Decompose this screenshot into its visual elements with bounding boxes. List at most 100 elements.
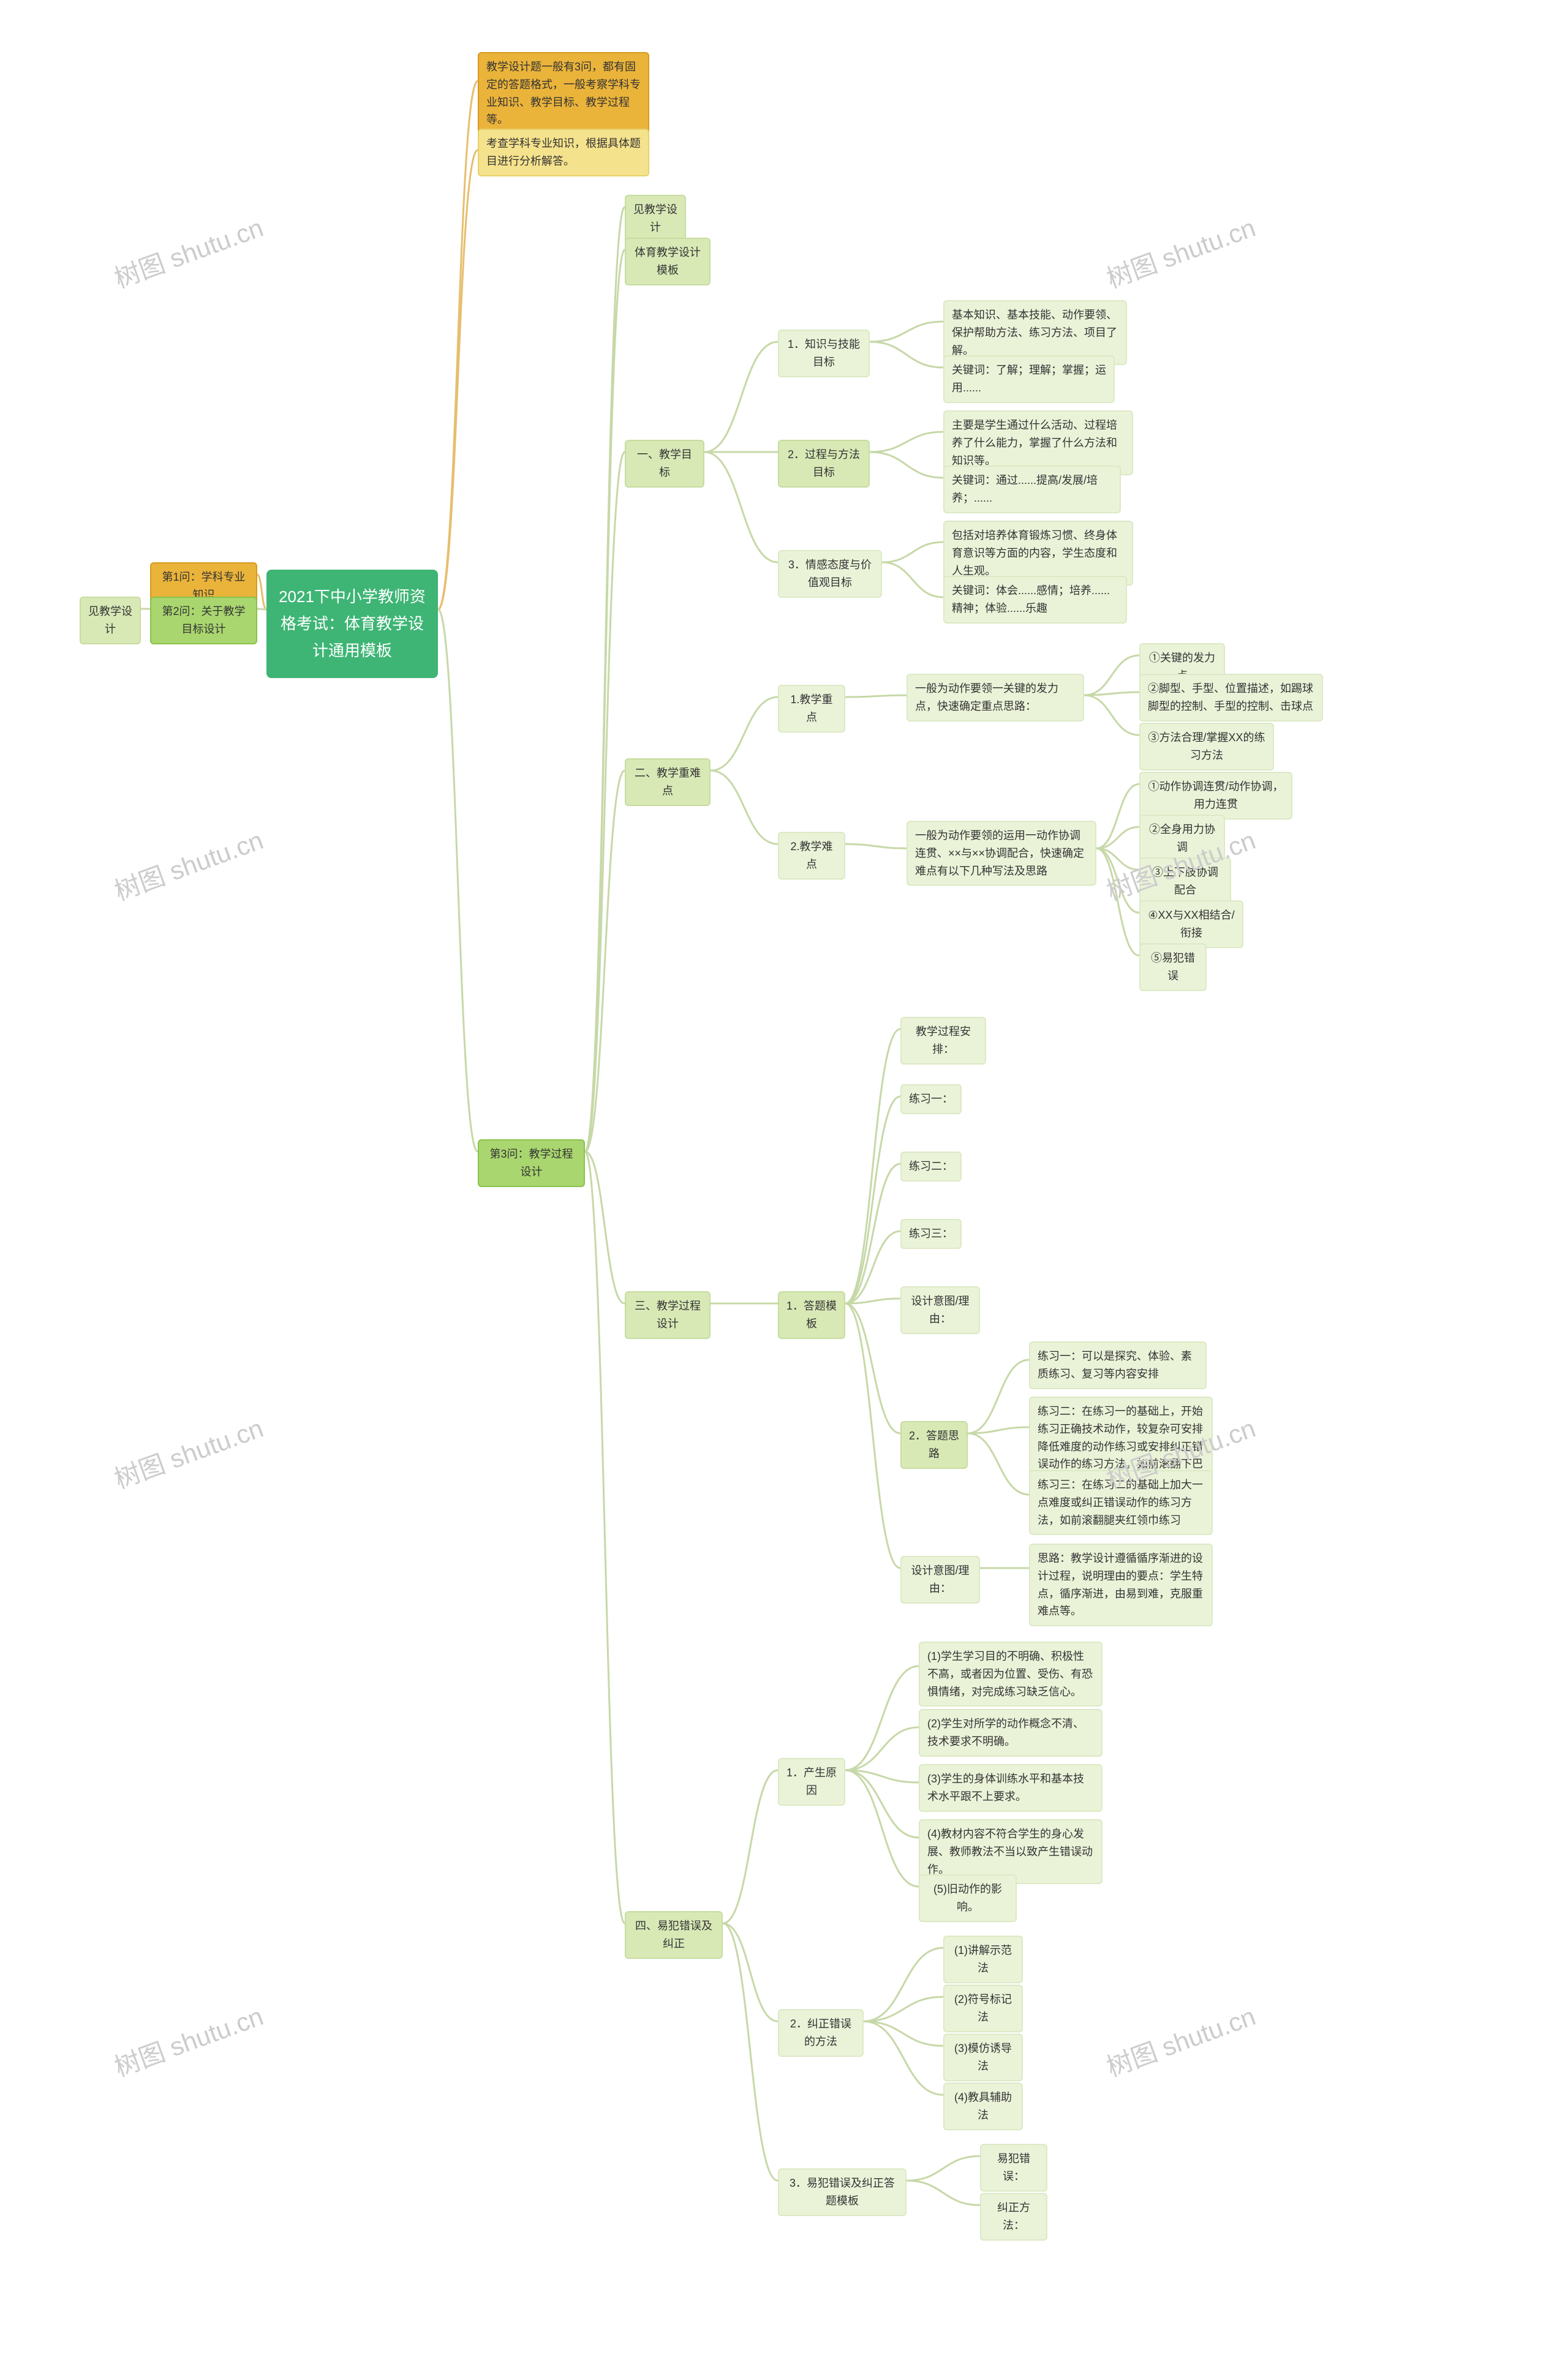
mindmap-node-s2_1: 1.教学重点 (778, 685, 845, 733)
connector (845, 1770, 919, 1887)
connector (1084, 692, 1139, 695)
mindmap-node-s1_3: 3．情感态度与价值观目标 (778, 550, 882, 598)
mindmap-node-s3_1a: 教学过程安排： (900, 1017, 986, 1065)
mindmap-node-s2: 二、教学重难点 (625, 758, 710, 806)
mindmap-node-s4_2b: (2)符号标记法 (943, 1985, 1023, 2032)
connector (845, 1770, 919, 1782)
connector (845, 1303, 900, 1568)
mindmap-node-s3_1e: 设计意图/理由： (900, 1286, 980, 1334)
mindmap-node-s2_2a2: ②全身用力协调 (1139, 815, 1225, 862)
mindmap-node-s2_2a4: ④XX与XX相结合/衔接 (1139, 900, 1243, 948)
connector (845, 1096, 900, 1303)
mindmap-node-s3: 三、教学过程设计 (625, 1291, 710, 1339)
mindmap-node-l2a: 见教学设计 (80, 597, 141, 644)
connector (704, 452, 778, 562)
mindmap-node-s4_1a: (1)学生学习目的不明确、积极性不高，或者因为位置、受伤、有恐惧情绪，对完成练习… (919, 1642, 1102, 1707)
connector (845, 1770, 919, 1838)
connector (845, 1303, 900, 1433)
connector (1096, 848, 1139, 870)
connector (585, 771, 625, 1152)
connector (845, 1666, 919, 1770)
connector (870, 322, 943, 342)
connector (585, 250, 625, 1152)
connector (585, 1152, 625, 1303)
watermark: 树图 shutu.cn (1101, 207, 1260, 295)
mindmap-node-s4_1b: (2)学生对所学的动作概念不清、技术要求不明确。 (919, 1709, 1102, 1757)
mindmap-node-s3_1b: 练习一： (900, 1084, 962, 1114)
mindmap-node-s3_1c: 练习二： (900, 1152, 962, 1182)
connector (704, 342, 778, 452)
connector (968, 1360, 1029, 1433)
mindmap-node-s4_1e: (5)旧动作的影响。 (919, 1874, 1017, 1922)
connector (845, 1299, 900, 1303)
mindmap-node-s2_2: 2.教学难点 (778, 832, 845, 880)
mindmap-node-s1_2b: 关键词：通过......提高/发展/培养；...... (943, 466, 1121, 513)
connector (845, 695, 907, 697)
mindmap-node-s4_3: 3．易犯错误及纠正答题模板 (778, 2168, 907, 2216)
connector (585, 207, 625, 1152)
connector (845, 844, 907, 848)
mindmap-node-s4_2d: (4)教具辅助法 (943, 2083, 1023, 2130)
watermark: 树图 shutu.cn (1101, 1996, 1260, 2084)
mindmap-node-r3_b: 体育教学设计模板 (625, 238, 710, 285)
connector (864, 2021, 943, 2046)
mindmap-node-r3_a: 见教学设计 (625, 195, 686, 243)
mindmap-node-s2_1a3: ③方法合理/掌握XX的练习方法 (1139, 723, 1274, 771)
mindmap-node-s4_2a: (1)讲解示范法 (943, 1936, 1023, 1983)
mindmap-node-r_o2: 考查学科专业知识，根据具体题目进行分析解答。 (478, 129, 649, 176)
mindmap-node-s2_1a: 一般为动作要领一关键的发力点，快速确定重点思路： (907, 674, 1084, 722)
mindmap-node-s4_2: 2．纠正错误的方法 (778, 2009, 864, 2057)
mindmap-node-s3_1d: 练习三： (900, 1219, 962, 1249)
connector (585, 452, 625, 1152)
mindmap-node-r_o1: 教学设计题一般有3问，都有固定的答题格式，一般考察学科专业知识、教学目标、教学过… (478, 52, 649, 135)
mindmap-node-s3_2: 2．答题思路 (900, 1421, 968, 1469)
mindmap-node-l2: 第2问：关于教学目标设计 (150, 597, 257, 644)
connector (864, 2021, 943, 2095)
mindmap-node-s3_3: 设计意图/理由： (900, 1556, 980, 1604)
mindmap-node-s4: 四、易犯错误及纠正 (625, 1911, 723, 1959)
connector (907, 2181, 980, 2205)
mindmap-node-s3_2c: 练习三：在练习二的基础上加大一点难度或纠正错误动作的练习方法，如前滚翻腿夹红领巾… (1029, 1470, 1213, 1535)
connector (723, 1770, 778, 1923)
mindmap-node-s1_3b: 关键词：体会......感情；培养......精神；体验......乐趣 (943, 576, 1127, 624)
mindmap-node-s3_3a: 思路：教学设计遵循循序渐进的设计过程，说明理由的要点：学生特点，循序渐进，由易到… (1029, 1544, 1213, 1626)
mindmap-node-s1_1b: 关键词：了解；理解；掌握；运用...... (943, 355, 1115, 403)
connector (870, 452, 943, 478)
connector (438, 150, 478, 609)
connector (1096, 848, 1139, 913)
connector (845, 1029, 900, 1303)
connector (882, 542, 943, 562)
connector (864, 1997, 943, 2021)
connector (1096, 784, 1139, 848)
connector (845, 1727, 919, 1770)
connector (882, 562, 943, 597)
connector (907, 2156, 980, 2181)
mindmap-node-s2_2a1: ①动作协调连贯/动作协调，用力连贯 (1139, 772, 1292, 820)
mindmap-node-s3_2a: 练习一：可以是探究、体验、素质练习、复习等内容安排 (1029, 1341, 1207, 1389)
mindmap-node-s4_1c: (3)学生的身体训练水平和基本技术水平跟不上要求。 (919, 1764, 1102, 1812)
connector (723, 1923, 778, 2021)
mindmap-node-s1_1: 1．知识与技能目标 (778, 330, 870, 377)
mindmap-node-s4_3b: 纠正方法： (980, 2193, 1047, 2241)
connector (438, 81, 478, 610)
mindmap-node-s2_2a3: ③上下肢协调配合 (1139, 858, 1231, 905)
mindmap-node-s4_3a: 易犯错误： (980, 2144, 1047, 2192)
mindmap-node-s2_2a: 一般为动作要领的运用一动作协调连贯、××与××协调配合，快速确定难点有以下几种写… (907, 821, 1096, 886)
connector (845, 1231, 900, 1303)
connector (968, 1427, 1029, 1433)
mindmap-node-s1: 一、教学目标 (625, 440, 704, 488)
connector (710, 771, 778, 844)
mindmap-node-s4_1: 1．产生原因 (778, 1758, 845, 1806)
mindmap-node-r3: 第3问：教学过程设计 (478, 1139, 585, 1187)
mindmap-node-s4_2c: (3)模仿诱导法 (943, 2034, 1023, 2081)
connector (864, 1948, 943, 2021)
connector (1084, 655, 1139, 695)
connector (723, 1923, 778, 2181)
mindmap-node-s2_2a5: ⑤易犯错误 (1139, 943, 1207, 991)
connector (1096, 827, 1139, 848)
connector (870, 432, 943, 452)
connector (257, 575, 266, 609)
mindmap-node-s2_1a2: ②脚型、手型、位置描述，如踢球脚型的控制、手型的控制、击球点 (1139, 674, 1323, 722)
connector (968, 1433, 1029, 1495)
connector (1096, 848, 1139, 956)
